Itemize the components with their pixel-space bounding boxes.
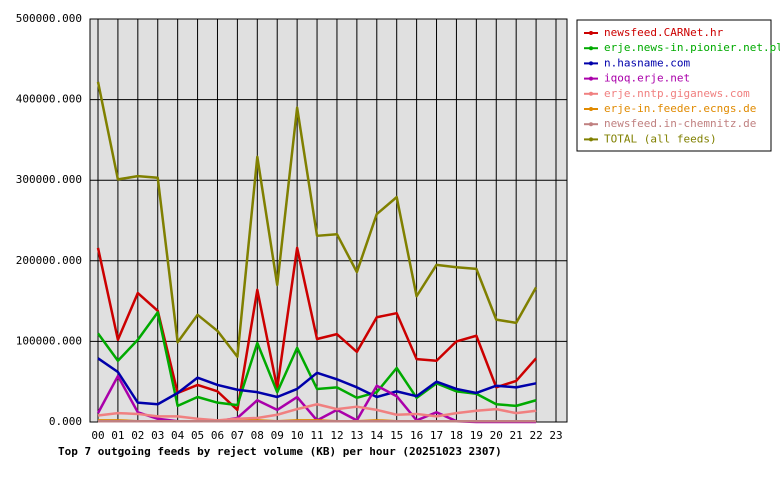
x-tick-label: 19 xyxy=(470,429,483,442)
legend-marker xyxy=(589,122,593,127)
x-tick-label: 01 xyxy=(111,429,124,442)
y-tick-label: 0.000 xyxy=(49,415,82,428)
series-line xyxy=(97,403,537,422)
legend-label: TOTAL (all feeds) xyxy=(604,132,717,145)
legend-marker xyxy=(589,46,593,51)
legend-marker xyxy=(589,91,593,96)
y-tick-label: 300000.000 xyxy=(16,173,82,186)
chart-title: Top 7 outgoing feeds by reject volume (K… xyxy=(58,445,502,458)
x-tick-label: 21 xyxy=(510,429,523,442)
x-tick-label: 13 xyxy=(350,429,363,442)
x-tick-label: 14 xyxy=(370,429,384,442)
y-tick-label: 400000.000 xyxy=(16,93,82,106)
y-tick-label: 200000.000 xyxy=(16,254,82,267)
x-tick-label: 17 xyxy=(430,429,443,442)
x-tick-label: 07 xyxy=(231,429,244,442)
legend-label: erje.nntp.giganews.com xyxy=(604,87,750,100)
x-tick-label: 18 xyxy=(450,429,463,442)
y-tick-label: 100000.000 xyxy=(16,334,82,347)
x-tick-label: 20 xyxy=(490,429,503,442)
x-tick-label: 11 xyxy=(310,429,323,442)
x-tick-label: 23 xyxy=(549,429,562,442)
x-tick-label: 00 xyxy=(91,429,104,442)
legend-marker xyxy=(589,76,593,81)
legend-marker xyxy=(589,137,593,142)
series-line xyxy=(97,357,537,406)
legend-label: erje-in.feeder.ecngs.de xyxy=(604,102,756,115)
legend-label: erje.news-in.pionier.net.pl xyxy=(604,41,780,54)
x-tick-label: 05 xyxy=(191,429,204,442)
x-tick-label: 10 xyxy=(291,429,304,442)
legend-label: newsfeed.in-chemnitz.de xyxy=(604,117,756,130)
legend-label: newsfeed.CARNet.hr xyxy=(604,26,724,39)
x-tick-label: 02 xyxy=(131,429,144,442)
legend-marker xyxy=(589,107,593,111)
series-line xyxy=(96,81,538,358)
x-tick-label: 08 xyxy=(251,429,264,442)
x-tick-label: 09 xyxy=(271,429,284,442)
legend-marker xyxy=(589,61,593,66)
x-tick-label: 16 xyxy=(410,429,423,442)
plot-area xyxy=(90,19,567,422)
x-tick-label: 15 xyxy=(390,429,403,442)
y-tick-label: 500000.000 xyxy=(16,12,82,25)
legend-box xyxy=(576,19,772,152)
x-tick-label: 06 xyxy=(211,429,224,442)
x-tick-label: 03 xyxy=(151,429,164,442)
series-line xyxy=(96,246,538,412)
x-tick-label: 22 xyxy=(529,429,542,442)
legend-label: n.hasname.com xyxy=(604,56,690,69)
legend-label: iqoq.erje.net xyxy=(604,72,690,85)
x-tick-label: 12 xyxy=(330,429,343,442)
legend-marker xyxy=(589,31,593,35)
series-line xyxy=(96,311,537,408)
x-tick-label: 04 xyxy=(171,429,185,442)
